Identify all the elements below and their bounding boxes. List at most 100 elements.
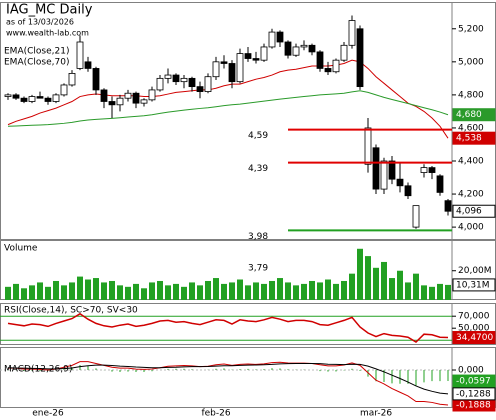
- volume-bar: [21, 288, 27, 300]
- volume-bar: [77, 276, 83, 300]
- volume-bar: [341, 280, 347, 300]
- last-value-label: 34,4700: [456, 333, 493, 343]
- x-tick-label: feb-26: [201, 409, 230, 419]
- volume-bar: [141, 288, 147, 300]
- volume-bar: [357, 248, 363, 300]
- plot-area: [4, 15, 452, 232]
- volume-bar: [85, 279, 91, 300]
- volume-bar: [389, 278, 395, 300]
- volume-bar: [317, 282, 323, 300]
- candle-body: [252, 58, 260, 61]
- volume-bar: [173, 283, 179, 300]
- candle-body: [420, 167, 428, 173]
- volume-bar: [213, 278, 219, 300]
- candle-body: [348, 20, 356, 46]
- candle-body: [388, 160, 396, 180]
- volume-bar: [165, 285, 171, 300]
- plot-area: [5, 248, 451, 300]
- candle-body: [28, 96, 36, 102]
- candle-body: [308, 44, 316, 53]
- volume-bar: [301, 283, 307, 300]
- rsi-line: [7, 312, 449, 343]
- candle-body: [356, 28, 364, 88]
- candle-body: [60, 84, 68, 96]
- last-value-label: 4,538: [456, 134, 482, 144]
- level-label: 3,79: [248, 263, 268, 273]
- level-label: 4,39: [248, 164, 268, 174]
- candle-body: [124, 92, 132, 99]
- last-value-box: [452, 278, 496, 292]
- candle-body: [196, 86, 204, 92]
- y-tick-label: 4,800: [458, 90, 484, 100]
- last-value-label: 4,680: [456, 110, 482, 120]
- candle-body: [164, 74, 172, 79]
- y-tick-label: 4,000: [458, 223, 484, 233]
- ema-line: [7, 59, 449, 139]
- volume-bar: [149, 282, 155, 300]
- candle-body: [100, 89, 108, 102]
- candle-body: [236, 53, 244, 83]
- candle-body: [20, 97, 28, 102]
- candle-body: [108, 101, 116, 106]
- candle-body: [340, 44, 348, 61]
- last-value-box: [452, 204, 496, 218]
- candle-body: [428, 167, 436, 173]
- chart-subtitle: as of 13/03/2026: [6, 18, 74, 27]
- volume-bar: [429, 286, 435, 300]
- candle-body: [276, 31, 284, 43]
- plot-area: [0, 312, 452, 343]
- last-value-box: [452, 374, 496, 388]
- volume-bar: [309, 280, 315, 300]
- candle-body: [36, 96, 44, 99]
- candle-body: [204, 76, 212, 92]
- candle-body: [116, 97, 124, 106]
- volume-bar: [293, 285, 299, 300]
- y-tick-label: 4,400: [458, 156, 484, 166]
- candle-body: [156, 77, 164, 91]
- candle-body: [268, 31, 276, 48]
- volume-bar: [253, 282, 259, 300]
- volume-bar: [245, 285, 251, 300]
- last-value-box: [452, 387, 496, 401]
- candle-body: [292, 46, 300, 56]
- panel-title: RSI(Close,14), SC>70, SV<30: [4, 306, 138, 316]
- candle-body: [244, 53, 252, 59]
- volume-bar: [381, 261, 387, 300]
- volume-bar: [413, 273, 419, 300]
- candle-body: [212, 61, 220, 78]
- y-tick-label: 70,000: [458, 312, 490, 322]
- volume-bar: [229, 282, 235, 300]
- level-label: 4,59: [248, 131, 268, 141]
- y-tick-label: 20,00M: [458, 266, 492, 276]
- x-tick-label: mar-26: [360, 409, 392, 419]
- volume-bar: [269, 280, 275, 300]
- candle-body: [132, 92, 140, 104]
- last-value-label: -0,1888: [456, 400, 491, 410]
- volume-bar: [69, 282, 75, 300]
- ema-line: [7, 90, 449, 127]
- volume-bar: [93, 278, 99, 300]
- volume-bar: [125, 286, 131, 300]
- candle-body: [260, 46, 268, 61]
- last-value-label: -0,0597: [456, 377, 491, 387]
- last-value-label: -0,1288: [456, 389, 491, 399]
- volume-bar: [421, 285, 427, 300]
- candle-body: [76, 41, 84, 69]
- candle-body: [364, 127, 372, 165]
- volume-bar: [445, 284, 451, 300]
- y-tick-label: 0,000: [458, 365, 484, 375]
- volume-bar: [261, 283, 267, 300]
- volume-bar: [349, 273, 355, 300]
- candle-body: [140, 99, 148, 104]
- volume-bar: [133, 283, 139, 300]
- candle-body: [12, 94, 20, 99]
- candle-body: [220, 61, 228, 64]
- candle-body: [188, 77, 196, 88]
- volume-bar: [437, 283, 443, 300]
- candle-body: [436, 175, 444, 193]
- y-tick-label: 5,000: [458, 57, 484, 67]
- last-value-label: 10,31M: [456, 280, 490, 290]
- volume-bar: [221, 283, 227, 300]
